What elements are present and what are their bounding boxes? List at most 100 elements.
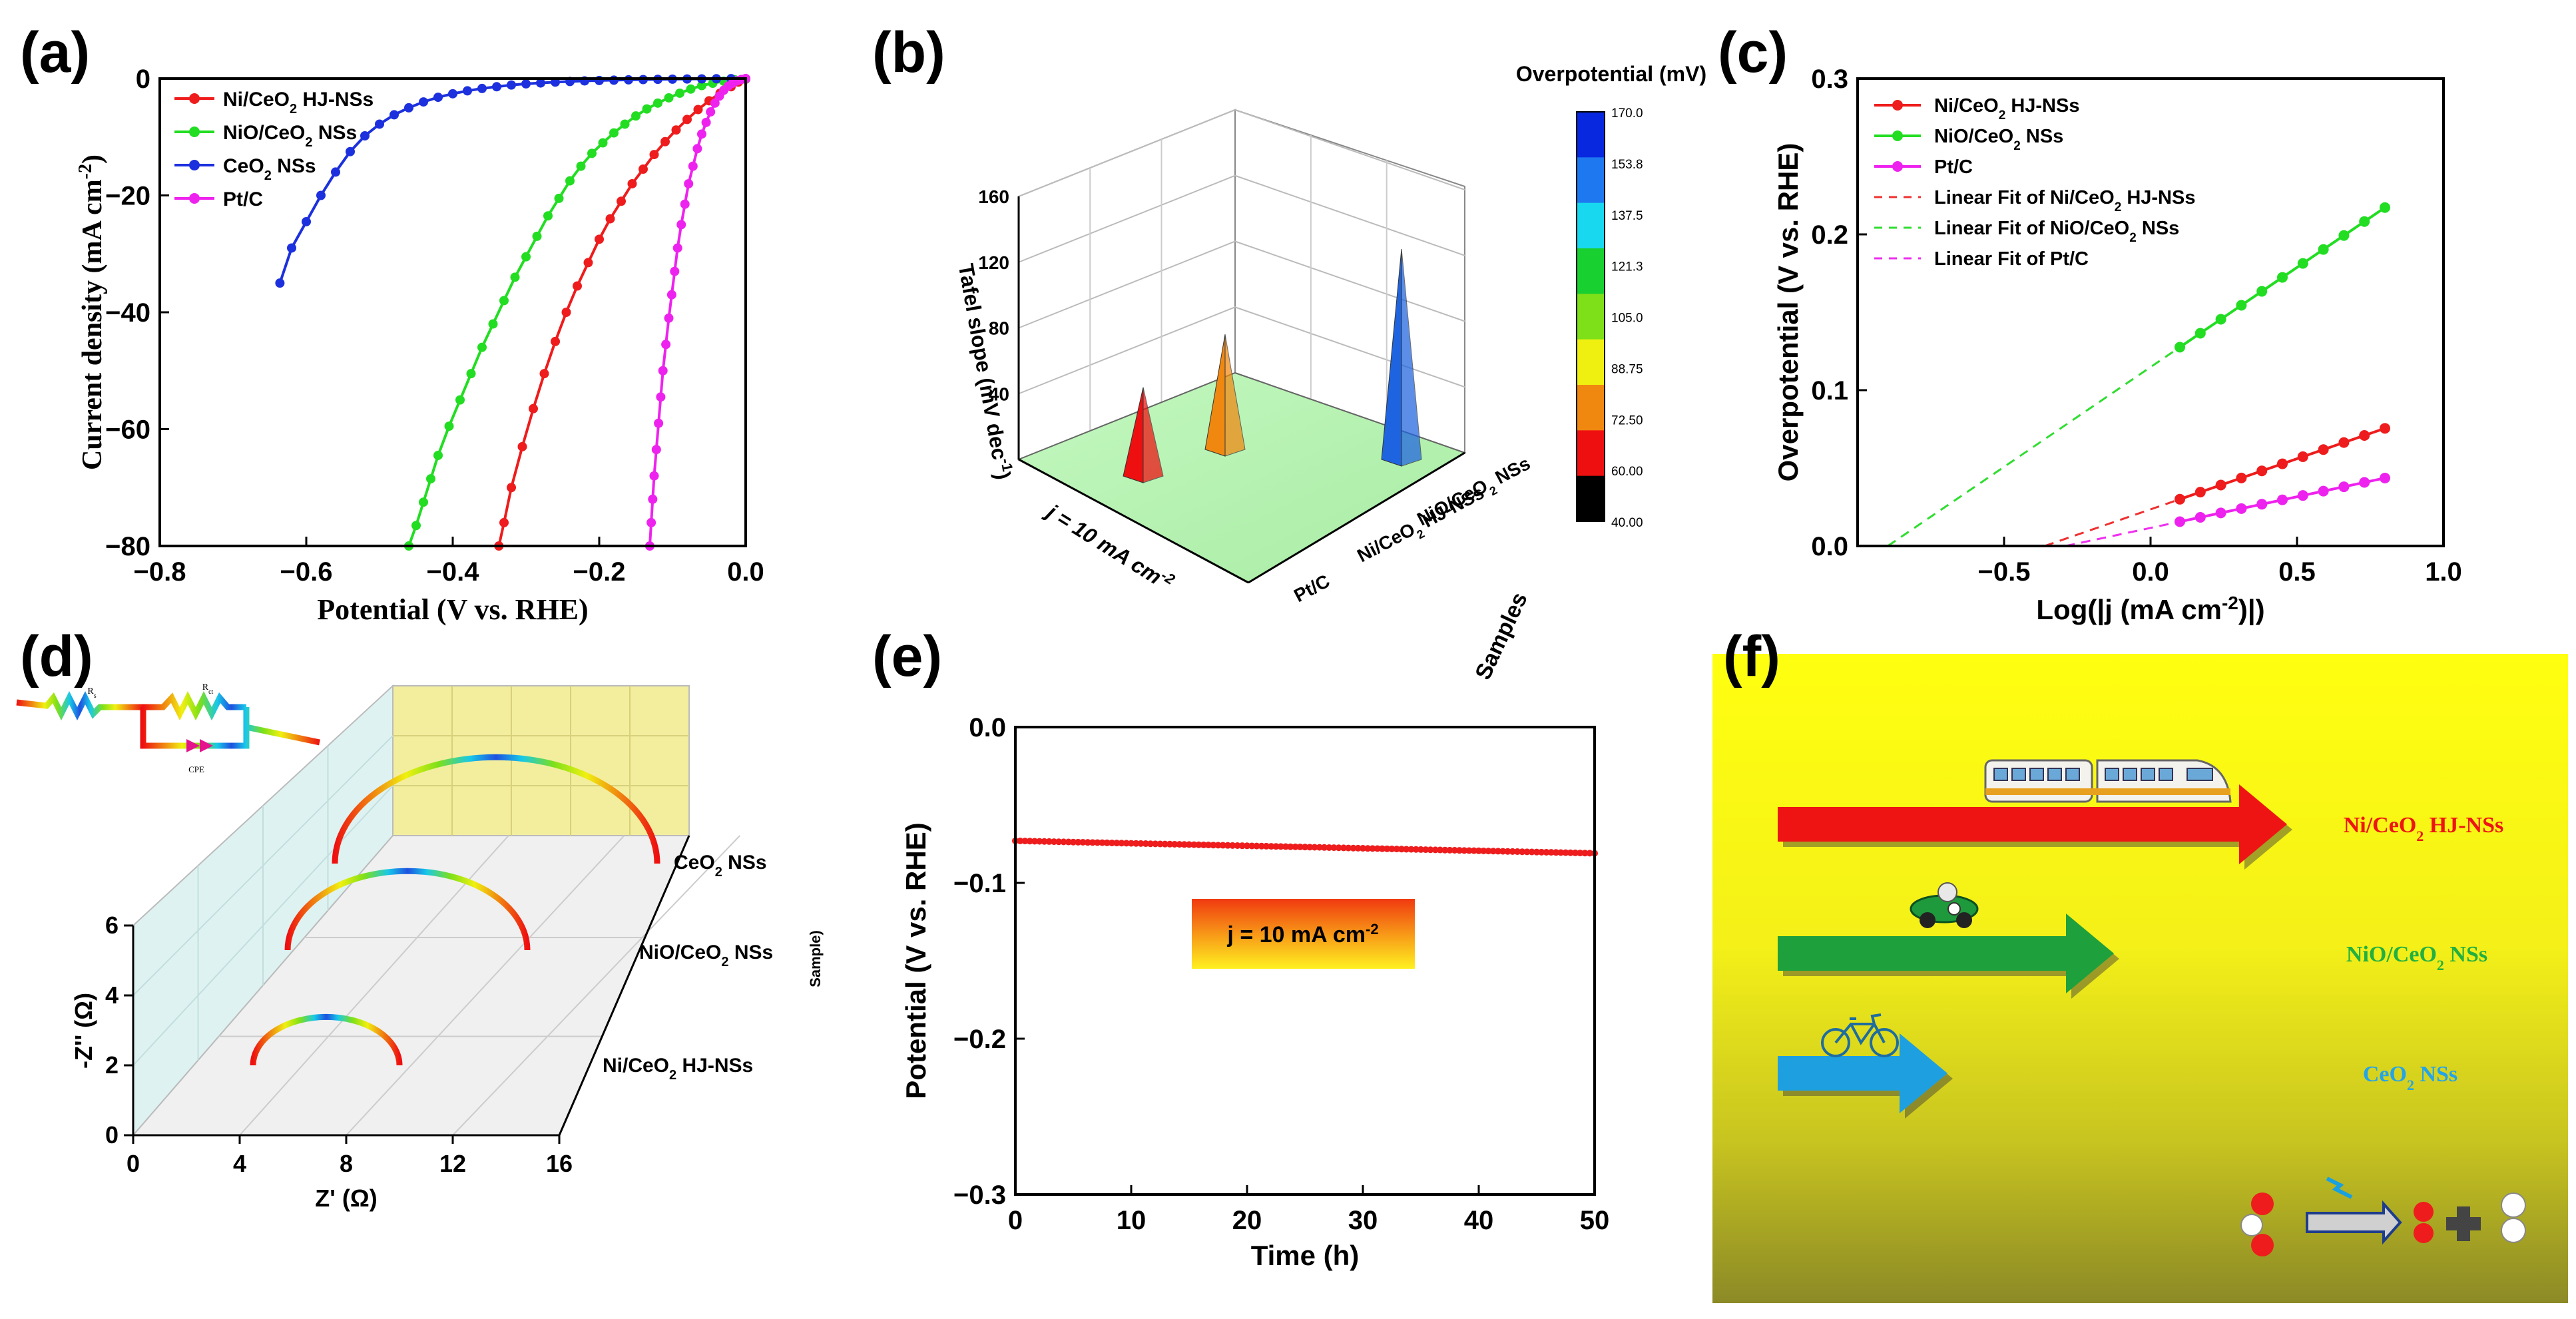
y-tick-label: 6 <box>105 912 119 939</box>
data-point <box>1562 849 1569 856</box>
data-point <box>426 474 435 484</box>
tafel-cone-shade-1 <box>1224 334 1246 457</box>
data-point <box>1152 840 1159 848</box>
data-point <box>1123 840 1130 847</box>
arrow-label-1: NiO/CeO2 NSs <box>2346 942 2487 973</box>
panel-e-ylabel: Potential (V vs. RHE) <box>900 822 931 1099</box>
data-point <box>2236 472 2247 483</box>
y-tick-label: 2 <box>105 1051 119 1079</box>
y-tick-label: 0.0 <box>969 713 1006 742</box>
x-tick-label: −0.4 <box>427 557 480 587</box>
data-point <box>583 258 593 268</box>
data-point <box>1109 839 1115 846</box>
circuit-rct-label: Rct <box>202 682 214 696</box>
data-point <box>1302 844 1308 851</box>
data-point <box>2236 503 2247 514</box>
data-point <box>1200 841 1207 848</box>
panel-c-plot <box>1887 202 2390 547</box>
data-point <box>1470 847 1477 854</box>
panel-b-zlabel: Tafel slope (mV dec-1) <box>954 262 1018 481</box>
data-point <box>1446 846 1453 854</box>
panel-c-ylabel: Overpotential (V vs. RHE) <box>1772 143 1804 482</box>
data-point <box>2175 493 2185 505</box>
data-point <box>1354 844 1362 852</box>
data-point <box>1384 845 1391 852</box>
data-point <box>2175 342 2185 353</box>
data-point <box>654 418 664 428</box>
data-point <box>1147 840 1154 848</box>
panel-d-ticks: 0 4 8 12 16 0 2 4 6 <box>105 912 573 1177</box>
data-point <box>1089 839 1096 846</box>
legend-marker <box>1892 131 1903 141</box>
data-point <box>672 243 682 253</box>
data-point <box>666 290 676 300</box>
reaction-arrow <box>2306 1200 2402 1245</box>
tafel-cone-shade-2 <box>1401 248 1422 467</box>
panel-f: (f) Ni/CeO2 HJ-NSs NiO/CeO2 NSs CeO2 NSs <box>1712 625 2568 1303</box>
y-tick-label: 0.3 <box>1811 65 1848 94</box>
x-tick-label: 0.0 <box>727 557 764 587</box>
data-point <box>1253 842 1260 850</box>
floor-grid-line <box>239 835 509 1136</box>
panel-d-label: (d) <box>20 625 93 688</box>
data-point <box>2338 437 2350 448</box>
data-point <box>477 342 487 352</box>
data-point <box>1350 844 1357 852</box>
data-point <box>331 167 340 177</box>
series-line-0 <box>497 78 746 547</box>
data-point <box>1060 838 1067 846</box>
x-tick-label: −0.2 <box>573 557 626 587</box>
data-point <box>448 89 457 99</box>
data-point <box>529 403 538 413</box>
x-tick-label: 4 <box>233 1150 246 1177</box>
data-point <box>1224 842 1231 849</box>
data-point <box>1519 848 1526 856</box>
sample-tick: Pt/C <box>1290 571 1333 607</box>
train-icon <box>1984 759 2232 803</box>
data-point <box>2194 487 2206 498</box>
legend-marker <box>189 93 200 104</box>
panel-d-arcs: Ni/CeO2 HJ-NSs NiO/CeO2 NSs CeO2 NSs <box>250 754 773 1083</box>
data-point <box>670 266 680 276</box>
data-point <box>1330 844 1338 852</box>
legend-marker <box>1892 100 1903 111</box>
data-point <box>2380 423 2390 434</box>
oxygen-atom <box>2414 1202 2434 1222</box>
panel-c-frame <box>1856 77 2445 547</box>
colorbar-frame <box>1576 111 1605 522</box>
data-point <box>605 214 615 224</box>
x-tick-label: 1.0 <box>2425 557 2462 587</box>
data-point <box>1205 842 1212 849</box>
nyquist-arc-1 <box>284 868 531 951</box>
data-point <box>510 272 520 282</box>
data-point <box>1431 846 1439 854</box>
data-point <box>543 211 553 221</box>
data-point <box>2236 300 2247 311</box>
x-tick-label: 20 <box>1232 1206 1262 1235</box>
data-point <box>1190 841 1198 848</box>
data-point <box>2194 511 2206 523</box>
grid-line <box>1018 240 1465 329</box>
data-point <box>275 278 285 288</box>
data-point <box>1075 838 1082 846</box>
data-point <box>2215 314 2226 325</box>
data-point <box>1581 850 1589 857</box>
data-point <box>1547 849 1555 856</box>
panel-b-sample-axis <box>1248 451 1465 584</box>
speed-arrow-2 <box>1778 1033 1947 1113</box>
data-point <box>1258 842 1265 850</box>
data-point <box>1229 842 1236 849</box>
data-point <box>507 80 516 90</box>
data-point <box>463 86 472 96</box>
data-point <box>620 119 630 129</box>
data-point <box>1316 844 1323 851</box>
circuit-cpe-label: CPE <box>188 764 204 774</box>
data-point <box>1292 843 1299 850</box>
bicycle-icon <box>1821 1013 1899 1057</box>
data-point <box>642 104 652 114</box>
data-point <box>316 190 326 200</box>
panel-f-label: (f) <box>1723 625 1780 688</box>
data-point <box>411 521 421 531</box>
data-point <box>1176 841 1183 848</box>
panel-b-grid <box>1018 109 1465 431</box>
